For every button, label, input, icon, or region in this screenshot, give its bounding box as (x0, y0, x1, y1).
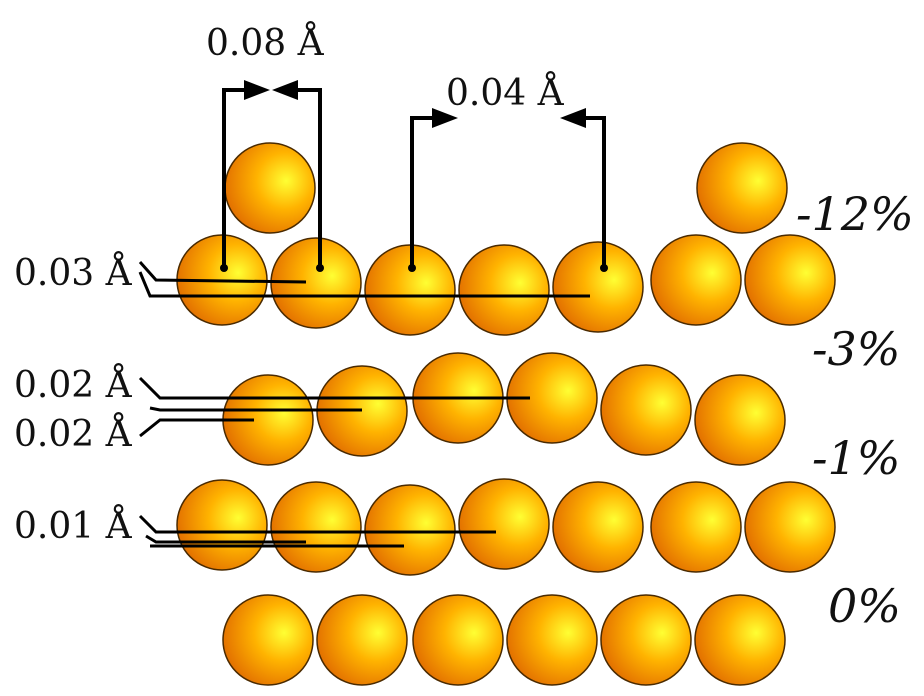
atom (744, 234, 836, 326)
relaxation-label-3: -1% (812, 431, 901, 485)
ref-line (145, 534, 306, 544)
atom (694, 374, 786, 466)
atom-row-2 (222, 352, 786, 466)
ref-line (138, 376, 530, 400)
marker-dot (316, 264, 324, 272)
atom (364, 484, 456, 576)
atom (458, 478, 550, 570)
row2-buckling-lines (138, 376, 530, 438)
atom (458, 244, 550, 336)
relaxation-label-1: -12% (796, 187, 914, 241)
relaxation-label-2: -3% (812, 322, 901, 376)
atom (694, 594, 786, 686)
lateral-label-004: 0.04 Å (446, 72, 565, 114)
marker-dot (220, 264, 228, 272)
atom (600, 594, 692, 686)
marker-dot (600, 264, 608, 272)
buckling-label-row2a: 0.02 Å (14, 364, 133, 406)
arrow-head-right (244, 80, 270, 100)
bracket-left-2 (410, 116, 432, 268)
bracket-right (296, 88, 322, 268)
atom-row-4 (222, 594, 786, 686)
bracket-right-2 (584, 116, 606, 268)
arrow-head-right-2 (432, 108, 458, 128)
atom (270, 481, 362, 573)
atom (316, 594, 408, 686)
ref-line (139, 418, 254, 438)
bracket-left (222, 88, 248, 268)
atom (552, 481, 644, 573)
atom (176, 479, 268, 571)
adatom-left (224, 142, 316, 234)
buckling-label-row2b: 0.02 Å (14, 413, 133, 455)
arrow-head-left-2 (560, 108, 586, 128)
ref-line (138, 514, 496, 534)
atom (650, 481, 742, 573)
adatom-right (696, 142, 788, 234)
marker-dot (408, 264, 416, 272)
buckling-label-row3: 0.01 Å (14, 505, 133, 547)
atom (650, 234, 742, 326)
atom (744, 481, 836, 573)
atom (222, 594, 314, 686)
relaxation-label-4: 0% (828, 579, 901, 633)
atom (506, 594, 598, 686)
atom-row-3 (176, 478, 836, 576)
adatoms (224, 142, 788, 234)
atom (552, 241, 644, 333)
lateral-label-008: 0.08 Å (206, 22, 325, 64)
atom (412, 594, 504, 686)
ref-line (138, 261, 307, 284)
ref-line (138, 271, 590, 298)
lateral-displacement-brackets (220, 80, 608, 272)
row3-buckling-lines (138, 514, 496, 548)
arrow-head-left (272, 80, 298, 100)
atom (600, 364, 692, 456)
atom-row-1 (176, 234, 836, 336)
buckling-label-row1: 0.03 Å (14, 252, 133, 294)
ref-line (149, 406, 362, 412)
row1-buckling-lines (138, 261, 590, 298)
